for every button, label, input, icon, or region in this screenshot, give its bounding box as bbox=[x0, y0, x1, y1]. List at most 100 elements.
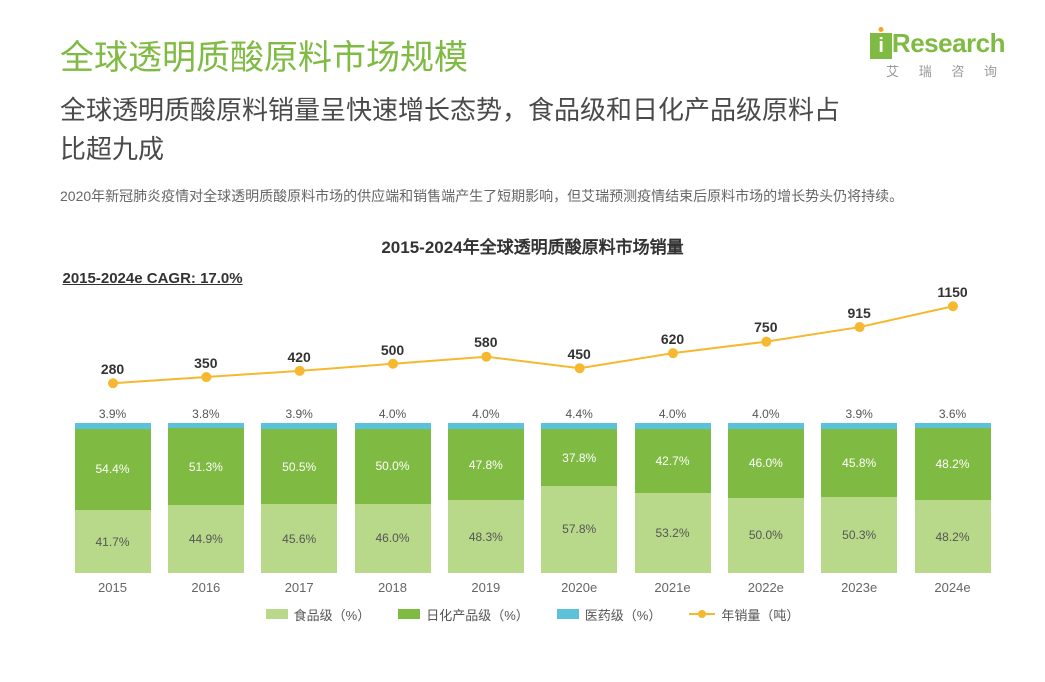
legend-item: 医药级（%） bbox=[557, 605, 662, 624]
line-value-label: 750 bbox=[754, 319, 777, 335]
page-description: 2020年新冠肺炎疫情对全球透明质酸原料市场的供应端和销售端产生了短期影响，但艾… bbox=[60, 185, 960, 209]
chart-area: 3.9%54.4%41.7%20153.8%51.3%44.9%20163.9%… bbox=[63, 293, 1003, 573]
cagr-label: 2015-2024e CAGR: 17.0% bbox=[63, 270, 1003, 287]
line-marker bbox=[201, 372, 211, 382]
segment-food: 48.2% bbox=[915, 500, 991, 572]
legend-label: 日化产品级（%） bbox=[426, 605, 529, 624]
line-marker bbox=[854, 322, 864, 332]
legend-item: 日化产品级（%） bbox=[398, 605, 529, 624]
segment-food: 44.9% bbox=[168, 505, 244, 572]
segment-label-pharma: 4.0% bbox=[355, 407, 431, 421]
line-marker bbox=[108, 378, 118, 388]
segment-cosmetic: 46.0% bbox=[728, 429, 804, 498]
segment-food: 46.0% bbox=[355, 504, 431, 573]
bar-group: 3.6%48.2%48.2%2024e bbox=[915, 423, 991, 573]
x-axis-label: 2021e bbox=[635, 580, 711, 595]
logo: iResearch 艾 瑞 咨 询 bbox=[870, 28, 1005, 80]
x-axis-label: 2015 bbox=[75, 580, 151, 595]
bar-group: 3.9%54.4%41.7%2015 bbox=[75, 423, 151, 573]
segment-label-pharma: 4.0% bbox=[728, 407, 804, 421]
stacked-bar: 4.0%46.0%50.0% bbox=[728, 423, 804, 573]
segment-cosmetic: 48.2% bbox=[915, 428, 991, 500]
segment-cosmetic: 45.8% bbox=[821, 429, 897, 498]
logo-i-icon: i bbox=[870, 33, 892, 59]
bar-group: 4.0%42.7%53.2%2021e bbox=[635, 423, 711, 573]
legend-swatch-icon bbox=[557, 609, 579, 619]
bar-group: 3.9%45.8%50.3%2023e bbox=[821, 423, 897, 573]
line-value-label: 620 bbox=[661, 331, 684, 347]
line-value-label: 280 bbox=[101, 361, 124, 377]
segment-cosmetic: 37.8% bbox=[541, 429, 617, 486]
legend-line-icon bbox=[689, 613, 715, 615]
stacked-bar: 3.9%45.8%50.3% bbox=[821, 423, 897, 573]
x-axis-label: 2022e bbox=[728, 580, 804, 595]
line-value-label: 420 bbox=[287, 349, 310, 365]
stacked-bar: 3.8%51.3%44.9% bbox=[168, 423, 244, 573]
stacked-bar: 3.6%48.2%48.2% bbox=[915, 423, 991, 573]
segment-pharma bbox=[541, 423, 617, 430]
stacked-bar: 3.9%50.5%45.6% bbox=[261, 423, 337, 573]
legend-item: 食品级（%） bbox=[266, 605, 371, 624]
page-subtitle: 全球透明质酸原料销量呈快速增长态势，食品级和日化产品级原料占比超九成 bbox=[60, 91, 860, 169]
bar-group: 4.4%37.8%57.8%2020e bbox=[541, 423, 617, 573]
stacked-bar: 4.4%37.8%57.8% bbox=[541, 423, 617, 573]
chart-legend: 食品级（%） 日化产品级（%） 医药级（%） 年销量（吨） bbox=[63, 605, 1003, 624]
segment-cosmetic: 50.5% bbox=[261, 429, 337, 505]
segment-cosmetic: 42.7% bbox=[635, 429, 711, 493]
logo-subtext: 艾 瑞 咨 询 bbox=[870, 61, 1005, 80]
segment-food: 41.7% bbox=[75, 510, 151, 573]
legend-label: 医药级（%） bbox=[585, 605, 662, 624]
stacked-bar: 3.9%54.4%41.7% bbox=[75, 423, 151, 573]
legend-label: 年销量（吨） bbox=[721, 605, 799, 624]
x-axis-label: 2017 bbox=[261, 580, 337, 595]
bar-group: 4.0%50.0%46.0%2018 bbox=[355, 423, 431, 573]
segment-cosmetic: 47.8% bbox=[448, 429, 524, 501]
bar-group: 3.8%51.3%44.9%2016 bbox=[168, 423, 244, 573]
segment-label-pharma: 3.9% bbox=[75, 407, 151, 421]
x-axis-label: 2016 bbox=[168, 580, 244, 595]
line-value-label: 500 bbox=[381, 342, 404, 358]
line-marker bbox=[948, 301, 958, 311]
segment-label-pharma: 4.0% bbox=[448, 407, 524, 421]
line-marker bbox=[574, 363, 584, 373]
legend-swatch-icon bbox=[398, 609, 420, 619]
chart-title: 2015-2024年全球透明质酸原料市场销量 bbox=[60, 233, 1005, 258]
bar-group: 4.0%46.0%50.0%2022e bbox=[728, 423, 804, 573]
legend-label: 食品级（%） bbox=[294, 605, 371, 624]
segment-label-pharma: 3.9% bbox=[261, 407, 337, 421]
segment-food: 57.8% bbox=[541, 486, 617, 573]
line-value-label: 350 bbox=[194, 355, 217, 371]
logo-main: iResearch bbox=[870, 28, 1005, 59]
line-value-label: 450 bbox=[567, 346, 590, 362]
segment-label-pharma: 3.8% bbox=[168, 407, 244, 421]
line-value-label: 915 bbox=[847, 305, 870, 321]
page-title: 全球透明质酸原料市场规模 bbox=[60, 30, 1005, 79]
segment-cosmetic: 50.0% bbox=[355, 429, 431, 504]
x-axis-label: 2018 bbox=[355, 580, 431, 595]
x-axis-label: 2020e bbox=[541, 580, 617, 595]
x-axis-label: 2019 bbox=[448, 580, 524, 595]
chart-container: 2015-2024e CAGR: 17.0% 3.9%54.4%41.7%201… bbox=[63, 270, 1003, 600]
segment-food: 48.3% bbox=[448, 500, 524, 572]
stacked-bar: 4.0%47.8%48.3% bbox=[448, 423, 524, 573]
segment-food: 50.0% bbox=[728, 498, 804, 573]
segment-label-pharma: 3.9% bbox=[821, 407, 897, 421]
line-marker bbox=[388, 359, 398, 369]
segment-food: 45.6% bbox=[261, 504, 337, 572]
stacked-bar: 4.0%50.0%46.0% bbox=[355, 423, 431, 573]
segment-cosmetic: 51.3% bbox=[168, 428, 244, 505]
bar-group: 3.9%50.5%45.6%2017 bbox=[261, 423, 337, 573]
x-axis-label: 2023e bbox=[821, 580, 897, 595]
trend-line bbox=[113, 306, 953, 383]
stacked-bar: 4.0%42.7%53.2% bbox=[635, 423, 711, 573]
bar-group: 4.0%47.8%48.3%2019 bbox=[448, 423, 524, 573]
segment-label-pharma: 3.6% bbox=[915, 407, 991, 421]
line-value-label: 1150 bbox=[937, 284, 967, 300]
legend-item: 年销量（吨） bbox=[689, 605, 799, 624]
segment-label-pharma: 4.0% bbox=[635, 407, 711, 421]
line-marker bbox=[481, 351, 491, 361]
segment-label-pharma: 4.4% bbox=[541, 407, 617, 421]
segment-cosmetic: 54.4% bbox=[75, 429, 151, 511]
logo-text: Research bbox=[892, 28, 1005, 58]
line-marker bbox=[668, 348, 678, 358]
